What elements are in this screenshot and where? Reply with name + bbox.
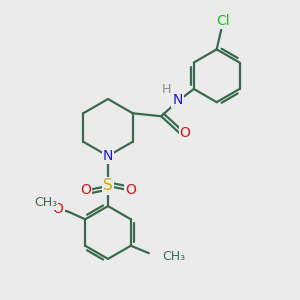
Text: O: O xyxy=(125,184,136,197)
Text: O: O xyxy=(53,202,64,216)
Text: O: O xyxy=(180,126,190,140)
Text: O: O xyxy=(80,184,91,197)
Text: Cl: Cl xyxy=(216,14,230,28)
Text: S: S xyxy=(103,178,113,194)
Text: N: N xyxy=(172,93,183,107)
Text: CH₃: CH₃ xyxy=(162,250,185,263)
Text: H: H xyxy=(162,83,171,96)
Text: CH₃: CH₃ xyxy=(34,196,57,209)
Text: N: N xyxy=(103,149,113,163)
